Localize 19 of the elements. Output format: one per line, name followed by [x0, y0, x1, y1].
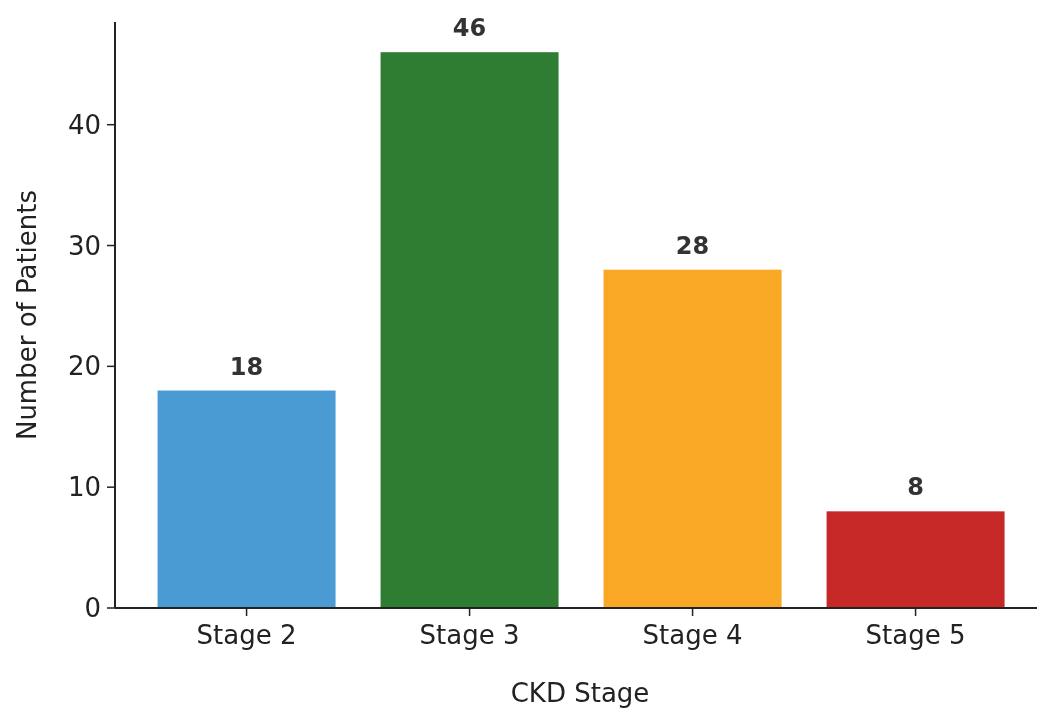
bar [603, 269, 782, 608]
y-tick-label: 30 [67, 230, 101, 261]
y-tick-label: 40 [67, 109, 101, 140]
x-tick-label: Stage 4 [642, 620, 743, 650]
bar [157, 390, 336, 608]
x-tick-label: Stage 2 [196, 620, 297, 650]
data-label: 46 [452, 14, 487, 43]
y-axis-title: Number of Patients [12, 189, 42, 441]
x-axis-title: CKD Stage [510, 678, 650, 708]
data-label: 18 [229, 352, 264, 381]
x-tick-label: Stage 5 [865, 620, 966, 650]
bar [826, 511, 1005, 608]
data-label: 8 [907, 473, 924, 502]
y-tick-label: 10 [67, 472, 101, 503]
bar [380, 52, 559, 608]
y-tick-label: 20 [67, 351, 101, 382]
y-tick-label: 0 [84, 593, 101, 624]
data-label: 28 [675, 231, 710, 260]
x-tick-label: Stage 3 [419, 620, 520, 650]
